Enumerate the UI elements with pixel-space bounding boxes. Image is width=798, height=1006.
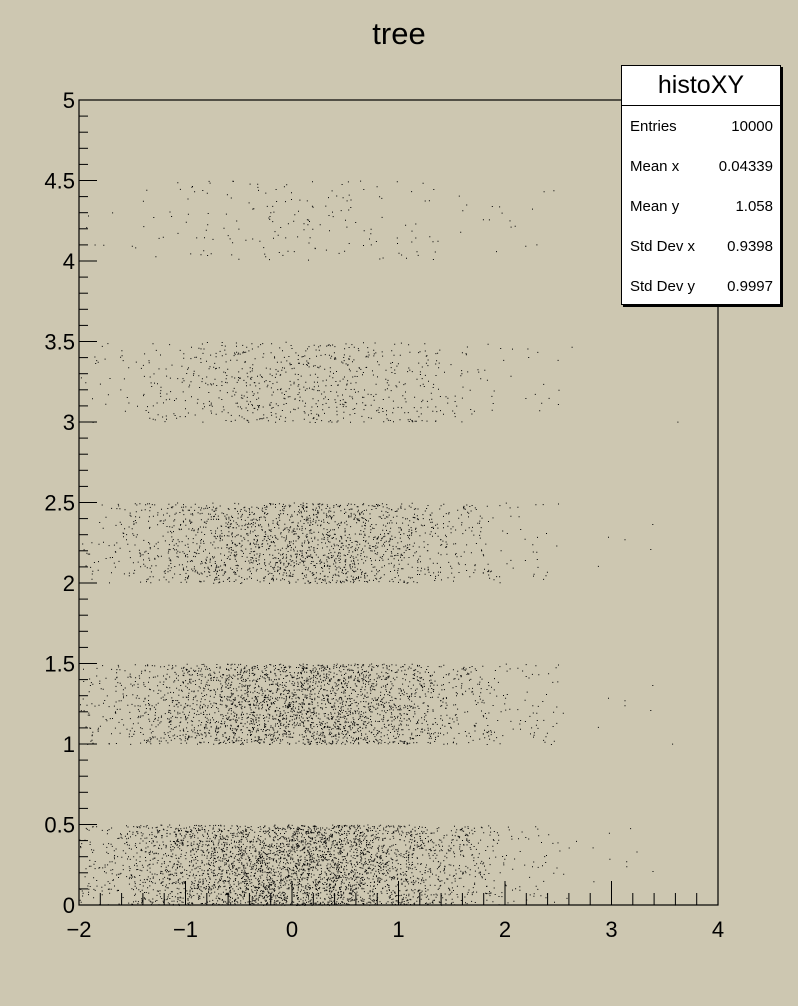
y-tick-label: 2 — [63, 571, 75, 596]
y-tick-label: 1.5 — [44, 652, 75, 677]
chart-title: tree — [372, 16, 425, 51]
stats-label: Entries — [630, 117, 677, 135]
stats-label: Mean y — [630, 197, 680, 215]
y-tick-label: 3.5 — [44, 330, 75, 355]
scatter-band-4 — [86, 180, 555, 261]
y-tick-label: 0.5 — [44, 813, 75, 838]
stats-value: 0.9997 — [727, 277, 773, 295]
stats-row-mean-x: Mean x 0.04339 — [622, 146, 780, 186]
stats-value: 0.04339 — [718, 157, 773, 175]
x-tick-label: 2 — [499, 917, 511, 942]
y-tick-label: 5 — [63, 88, 75, 113]
y-tick-label: 4 — [63, 249, 75, 274]
stats-label: Std Dev x — [630, 237, 696, 255]
y-tick-label: 4.5 — [44, 169, 75, 194]
x-tick-label: 1 — [392, 917, 404, 942]
stats-value: 0.9398 — [727, 237, 773, 255]
stats-row-std-dev-x: Std Dev x 0.9398 — [622, 226, 780, 266]
stats-value: 10000 — [731, 117, 773, 135]
y-tick-label: 2.5 — [44, 491, 75, 516]
x-tick-label: 4 — [712, 917, 724, 942]
stats-label: Mean x — [630, 157, 680, 175]
x-tick-label: 3 — [605, 917, 617, 942]
axes-layer: 0 0.5 1 1.5 2 2.5 3 3.5 4 4.5 5 −2 −1 0 1 2 3 4 — [44, 88, 724, 942]
points-layer — [79, 180, 679, 906]
y-tick-label: 1 — [63, 732, 75, 757]
stats-row-mean-y: Mean y 1.058 — [622, 186, 780, 226]
stats-title: histoXY — [622, 66, 780, 106]
stats-row-entries: Entries 10000 — [622, 106, 780, 146]
scatter-band-1 — [80, 663, 674, 745]
y-tick-label: 0 — [63, 893, 75, 918]
x-tick-label: −1 — [173, 917, 198, 942]
stats-label: Std Dev y — [630, 277, 696, 295]
x-tick-label: −2 — [66, 917, 91, 942]
stats-box: histoXY Entries 10000 Mean x 0.04339 Mea… — [621, 65, 781, 305]
stats-row-std-dev-y: Std Dev y 0.9997 — [622, 266, 780, 306]
x-tick-label: 0 — [286, 917, 298, 942]
y-tick-label: 3 — [63, 410, 75, 435]
scatter-band-3 — [80, 341, 679, 423]
stats-value: 1.058 — [735, 197, 773, 215]
scatter-band-2 — [82, 502, 654, 584]
